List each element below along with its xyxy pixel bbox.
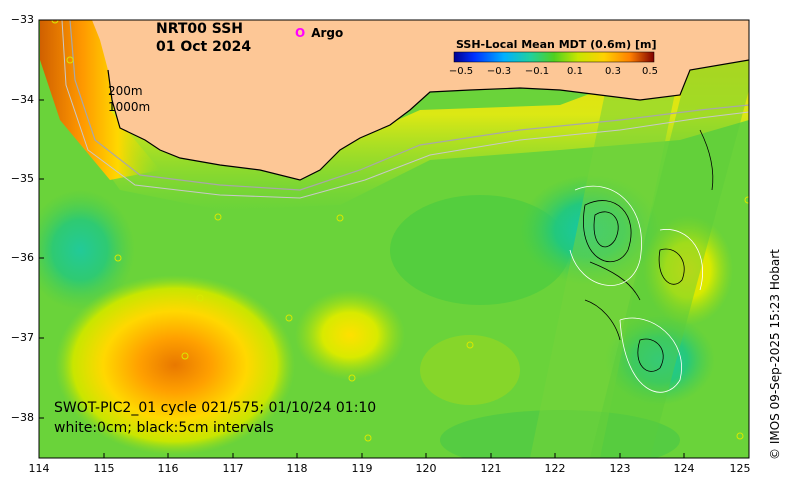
imos-credit: © IMOS 09-Sep-2025 15:23 Hobart [768,249,782,460]
lon-tick-label: 124 [673,462,695,475]
lon-tick-label: 114 [28,462,50,475]
colorbar-tick: −0.5 [448,66,474,77]
colorbar-title: SSH-Local Mean MDT (0.6m) [m] [456,38,657,51]
colorbar-tick: −0.1 [524,66,550,77]
colorbar-tick: 0.1 [567,66,583,77]
ssh-low-region [605,315,715,405]
warm-eddy [643,215,733,325]
coastline [107,59,749,181]
swot-swath [530,20,690,458]
lat-tick-label: −38 [10,411,34,424]
contour-info: white:0cm; black:5cm intervals [54,420,274,436]
plot-frame [38,19,750,459]
lon-tick-label: 120 [415,462,437,475]
argo-float-marker [66,56,74,64]
ssh-low-region [39,190,135,310]
swot-swath [590,20,749,458]
argo-float-marker [214,213,222,221]
lat-tick-label: −37 [10,331,34,344]
lon-tick-marks [38,453,750,458]
lon-tick-label: 122 [544,462,566,475]
colorbar-tick: 0.3 [605,66,621,77]
argo-float-marker [285,314,293,322]
map-date: 01 Oct 2024 [156,39,252,55]
argo-float-marker [744,196,749,204]
lat-tick-label: −36 [10,251,34,264]
west-boundary-current [40,20,160,180]
argo-float-marker [364,434,372,442]
argo-legend: O Argo [295,26,343,40]
lon-tick-label: 116 [157,462,179,475]
lon-tick-label: 118 [286,462,308,475]
colorbar-tick: −0.3 [486,66,512,77]
isobath-200m-label: 200m [108,84,143,98]
argo-float-marker [51,20,59,24]
isobath-1000m [61,20,749,199]
lon-tick-label: 121 [480,462,502,475]
lon-tick-label: 123 [609,462,631,475]
lat-tick-label: −34 [10,93,34,106]
argo-label: Argo [311,26,344,40]
argo-float-marker [736,432,744,440]
colorbar [453,51,655,63]
swot-zero-contours [569,185,703,393]
argo-float-marker [348,374,356,382]
warm-eddy [295,290,405,380]
argo-float-marker [336,214,344,222]
swot-contours [583,129,714,372]
lat-tick-label: −33 [10,13,34,26]
lon-tick-label: 117 [222,462,244,475]
argo-float-marker [466,341,474,349]
lon-tick-label: 119 [351,462,373,475]
lon-tick-label: 115 [93,462,115,475]
lat-tick-label: −35 [10,172,34,185]
product-name: NRT00 SSH [156,21,244,37]
isobath-200m [69,20,749,191]
swot-pass-info: SWOT-PIC2_01 cycle 021/575; 01/10/24 01:… [54,400,377,416]
argo-float-marker [181,352,189,360]
argo-float-marker [114,254,122,262]
map-title: NRT00 SSH 01 Oct 2024 [156,20,251,56]
lat-tick-marks [39,19,44,419]
argo-marker-icon: O [295,26,306,40]
argo-float-marker [196,294,204,302]
isobath-1000m-label: 1000m [108,100,151,114]
warm-eddy [420,335,520,405]
colorbar-tick: 0.5 [642,66,658,77]
argo-floats [51,20,749,442]
warm-eddy [55,275,295,455]
lon-tick-label: 125 [729,462,751,475]
